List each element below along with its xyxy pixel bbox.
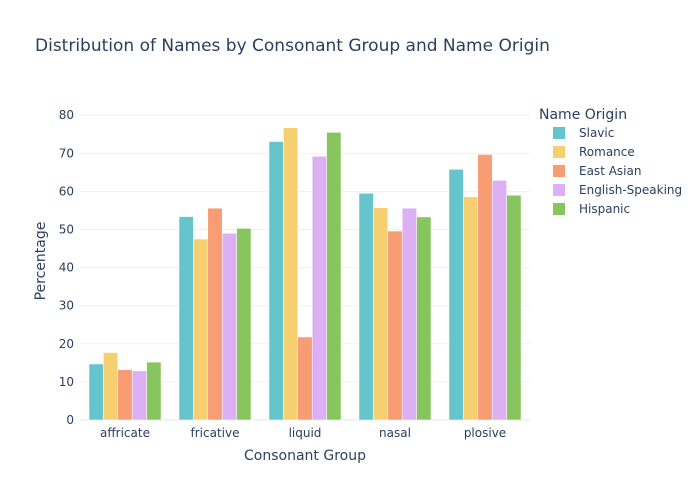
y-tick-label: 20 <box>59 337 74 351</box>
legend-title: Name Origin <box>539 107 627 123</box>
legend-swatch-english-speaking <box>553 184 565 196</box>
legend-items: Slavic Romance East Asian English-Speaking H… <box>553 126 682 216</box>
x-tick-label-liquid: liquid <box>289 426 322 440</box>
y-tick-label: 0 <box>66 413 74 427</box>
bar-plosive-english-speaking <box>491 180 507 421</box>
y-tick-label: 10 <box>59 375 74 389</box>
bar-plosive-east-asian <box>477 154 493 421</box>
x-axis-ticks: affricate fricative liquid nasal plosive <box>100 426 506 440</box>
bar-affricate-romance <box>103 352 119 421</box>
y-tick-label: 80 <box>59 108 74 122</box>
bar-plosive-slavic <box>448 169 464 421</box>
y-tick-label: 40 <box>59 261 74 275</box>
legend: Name Origin Slavic Romance East Asian Engli… <box>539 107 682 216</box>
x-axis-title: Consonant Group <box>244 448 366 464</box>
x-tick-label-plosive: plosive <box>464 426 506 440</box>
bar-fricative-english-speaking <box>221 233 237 421</box>
legend-label: East Asian <box>579 164 641 178</box>
bars <box>88 127 522 421</box>
bar-affricate-english-speaking <box>131 370 147 421</box>
bar-liquid-english-speaking <box>311 156 327 421</box>
y-axis-ticks: 0 10 20 30 40 50 60 70 80 <box>59 108 74 427</box>
legend-swatch-hispanic <box>553 203 565 215</box>
legend-label: Slavic <box>579 126 614 140</box>
bar-affricate-hispanic <box>146 361 162 421</box>
y-tick-label: 30 <box>59 299 74 313</box>
y-axis-title: Percentage <box>33 222 49 301</box>
bar-fricative-romance <box>193 238 209 421</box>
bar-liquid-romance <box>283 127 299 421</box>
y-tick-label: 60 <box>59 184 74 198</box>
legend-swatch-east-asian <box>553 165 565 177</box>
y-tick-label: 70 <box>59 146 74 160</box>
bar-fricative-east-asian <box>207 207 223 421</box>
x-tick-label-affricate: affricate <box>100 426 150 440</box>
legend-swatch-slavic <box>553 127 565 139</box>
bar-affricate-slavic <box>88 363 104 421</box>
bar-nasal-hispanic <box>416 216 432 421</box>
x-tick-label-fricative: fricative <box>191 426 240 440</box>
bar-liquid-slavic <box>268 141 284 421</box>
bar-nasal-english-speaking <box>401 207 417 421</box>
legend-label: Hispanic <box>579 202 630 216</box>
y-tick-label: 50 <box>59 223 74 237</box>
bar-nasal-slavic <box>358 193 374 421</box>
legend-swatch-romance <box>553 146 565 158</box>
bar-liquid-hispanic <box>326 132 342 421</box>
bar-fricative-hispanic <box>236 228 252 421</box>
bar-plosive-hispanic <box>506 194 522 421</box>
chart-title: Distribution of Names by Consonant Group… <box>35 36 550 56</box>
bar-liquid-east-asian <box>297 336 313 421</box>
legend-label: English-Speaking <box>579 183 682 197</box>
x-tick-label-nasal: nasal <box>379 426 411 440</box>
legend-label: Romance <box>579 145 635 159</box>
bar-fricative-slavic <box>178 216 194 421</box>
bar-affricate-east-asian <box>117 369 133 421</box>
bar-plosive-romance <box>463 196 479 421</box>
bar-nasal-romance <box>373 207 389 421</box>
bar-nasal-east-asian <box>387 230 403 421</box>
